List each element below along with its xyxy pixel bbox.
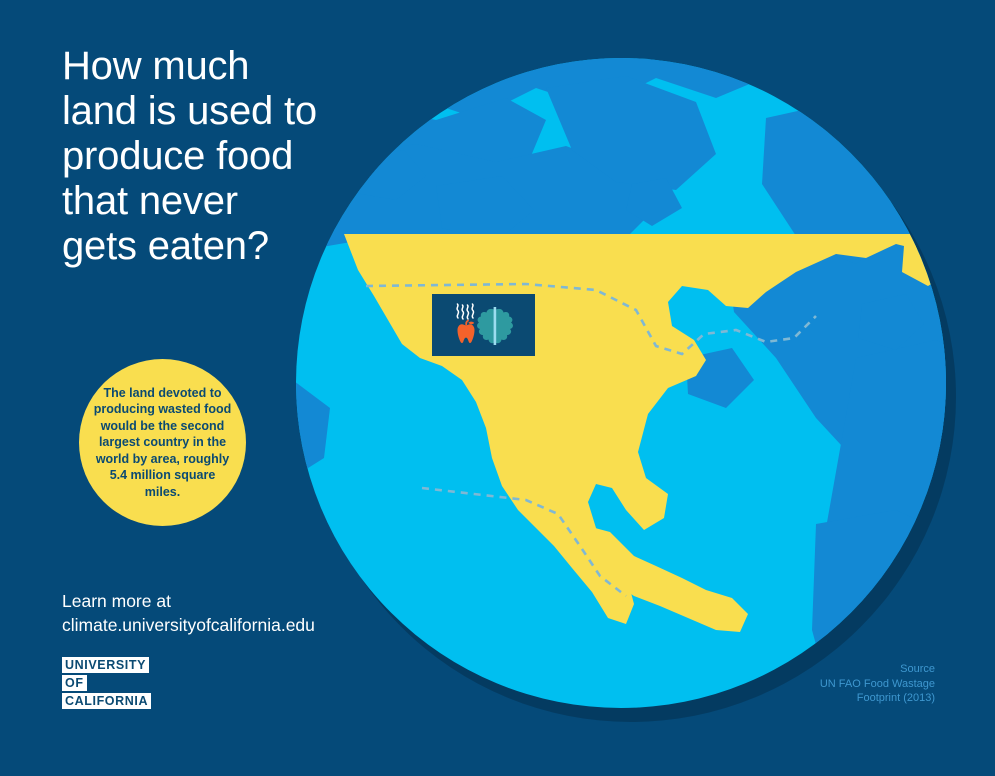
source-attribution: Source UN FAO Food Wastage Footprint (20… (820, 662, 935, 706)
learn-more-block: Learn more at climate.universityofcalifo… (62, 589, 315, 637)
pacific-landmass (296, 378, 330, 482)
arctic-island-c (626, 178, 682, 226)
apple-core-body (457, 324, 475, 344)
steam-lines-icon (456, 303, 475, 320)
uc-logo-line-university: UNIVERSITY (62, 657, 150, 673)
callout-text: The land devoted to producing wasted foo… (93, 386, 232, 499)
globe-illustration (296, 58, 956, 722)
greenland-landmass (546, 76, 716, 190)
us-canada-border-dashed (365, 282, 817, 356)
source-line-3: Footprint (2013) (856, 692, 935, 704)
learn-more-label: Learn more at (62, 591, 171, 611)
icon-panel-svg (432, 294, 535, 356)
globe-svg (296, 58, 946, 708)
uc-logo[interactable]: UNIVERSITY OF CALIFORNIA (62, 657, 152, 711)
source-line-2: UN FAO Food Wastage (819, 677, 935, 690)
learn-more-url[interactable]: climate.universityofcalifornia.edu (62, 615, 315, 635)
apple-leaf (468, 321, 475, 325)
food-waste-icon-panel (432, 294, 535, 356)
uc-logo-line-of: OF (62, 675, 87, 691)
mediterranean-island (858, 294, 924, 350)
lettuce-leaf-icon (477, 307, 513, 345)
page-title: How much land is used to produce food th… (62, 44, 317, 268)
arctic-island-b (436, 176, 534, 242)
central-america-highlight (580, 524, 748, 632)
uc-logo-line-california: CALIFORNIA (62, 693, 152, 709)
apple-core-icon (457, 319, 475, 344)
source-label: Source (900, 663, 935, 675)
statistic-callout-circle: The land devoted to producing wasted foo… (79, 359, 246, 526)
lettuce-center-stem (493, 307, 497, 345)
apple-stem (465, 319, 469, 326)
us-mexico-border-dashed (421, 486, 627, 598)
